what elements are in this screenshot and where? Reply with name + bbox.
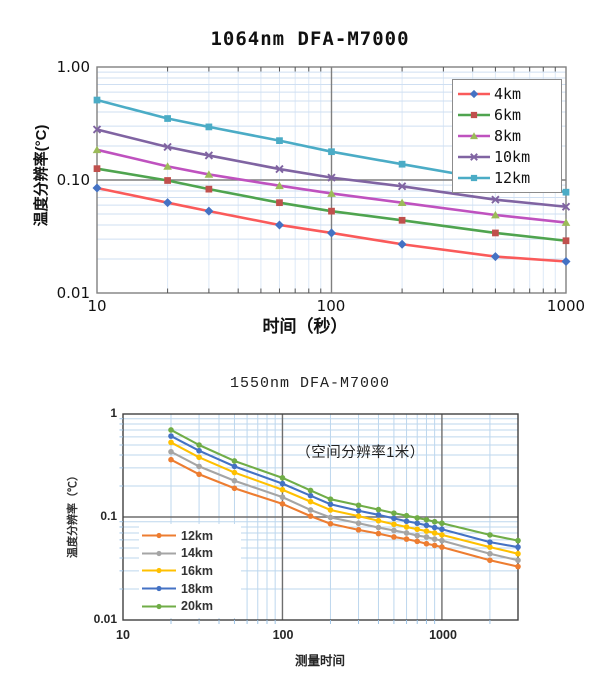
legend-marker-icon [142, 533, 176, 539]
legend-marker-icon [142, 568, 176, 574]
legend-item-label: 16km [181, 563, 213, 578]
bottom-chart-legend: 12km 14km 16km 18km 20km [139, 524, 241, 618]
series-18km [168, 433, 521, 550]
top-chart-x-tick: 100 [316, 297, 346, 315]
legend-item: 6km [457, 106, 557, 124]
legend-item-label: 6km [494, 106, 522, 124]
legend-item-label: 14km [181, 546, 213, 561]
bottom-chart-x-tick: 1000 [429, 628, 457, 642]
legend-item: 14km [141, 546, 239, 560]
axis-ticks [167, 67, 556, 293]
series-14km [168, 448, 521, 564]
legend-marker-icon [458, 132, 490, 140]
series-8km [92, 145, 571, 226]
series-10km [92, 125, 571, 211]
legend-item-label: 18km [181, 581, 213, 596]
bottom-chart-y-tick: 0.01 [93, 612, 117, 626]
top-chart-x-axis-label: 时间（秒） [262, 317, 348, 336]
legend-item: 10km [457, 148, 557, 166]
legend-item-label: 20km [181, 599, 213, 614]
top-chart-x-tick: 10 [87, 297, 107, 315]
legend-marker-icon [458, 153, 490, 161]
series-12km [168, 456, 521, 570]
legend-item: 18km [141, 582, 239, 596]
legend-marker-icon [458, 89, 490, 99]
legend-marker-icon [142, 586, 176, 592]
plot-border [96, 66, 567, 294]
top-chart-y-tick: 0.10 [56, 171, 90, 189]
legend-item: 4km [457, 85, 557, 103]
axis-ticks [119, 418, 491, 624]
top-chart-plot-area [92, 66, 571, 294]
legend-item-label: 10km [494, 148, 531, 166]
legend-marker-icon [458, 174, 490, 182]
top-chart-title: 1064nm DFA-M7000 [210, 28, 410, 50]
legend-item-label: 12km [494, 169, 531, 187]
series-4km [92, 183, 571, 267]
legend-item: 16km [141, 564, 239, 578]
series-20km [168, 427, 521, 544]
bottom-chart-x-tick: 100 [272, 628, 294, 642]
legend-item: 8km [457, 127, 557, 145]
legend-marker-icon [458, 111, 490, 119]
top-chart-x-tick: 1000 [546, 297, 586, 315]
top-chart-y-tick: 0.01 [56, 284, 90, 302]
top-chart-legend: 4km 6km 8km 10km 12km [452, 79, 562, 193]
bottom-chart-y-tick: 1 [110, 406, 117, 420]
spatial-resolution-annotation: （空间分辨率1米） [296, 445, 425, 461]
legend-marker-icon [142, 550, 176, 556]
legend-item-label: 8km [494, 127, 522, 145]
bottom-chart-y-tick: 0.1 [100, 509, 117, 523]
legend-item-label: 12km [181, 528, 213, 543]
plot-border [122, 413, 519, 621]
legend-item: 20km [141, 599, 239, 613]
series-6km [93, 165, 570, 245]
series-16km [168, 439, 521, 557]
legend-marker-icon [142, 603, 176, 609]
bottom-chart-x-axis-label: 测量时间 [294, 654, 345, 668]
legend-item-label: 4km [494, 85, 522, 103]
bottom-chart-x-tick: 10 [116, 628, 130, 642]
bottom-chart-title: 1550nm DFA-M7000 [229, 375, 391, 392]
legend-item: 12km [141, 529, 239, 543]
legend-item: 12km [457, 169, 557, 187]
top-chart-y-tick: 1.00 [56, 58, 90, 76]
